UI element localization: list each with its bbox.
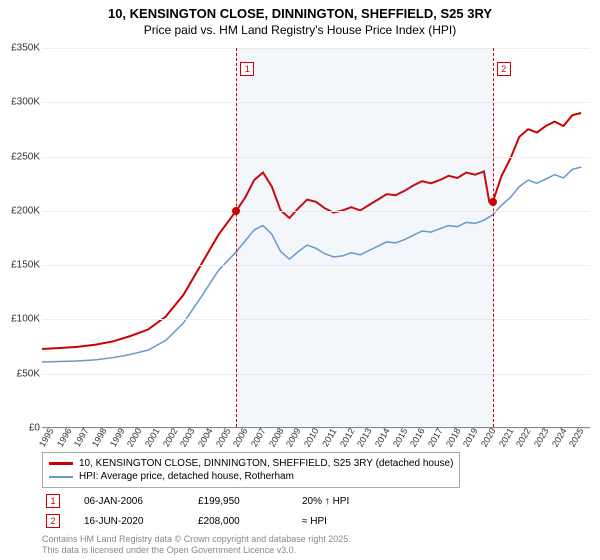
sales-list: 1 06-JAN-2006 £199,950 20% ↑ HPI 2 16-JUN-202… (42, 494, 590, 528)
x-axis-label: 2013 (355, 426, 374, 448)
legend-label-2: HPI: Average price, detached house, Roth… (79, 471, 294, 482)
x-axis-label: 2024 (550, 426, 569, 448)
x-axis-label: 2025 (567, 426, 586, 448)
y-axis-label: £250K (2, 151, 40, 162)
legend-box: 10, KENSINGTON CLOSE, DINNINGTON, SHEFFI… (42, 452, 460, 488)
x-axis-label: 2007 (249, 426, 268, 448)
sale-price: £208,000 (198, 516, 278, 527)
chart-plot-area: 1995199619971998199920002001200220032004… (42, 48, 590, 428)
sale-vertical-line (236, 48, 237, 427)
x-axis-label: 2008 (267, 426, 286, 448)
sale-number-badge: 2 (46, 514, 60, 528)
sale-dot (489, 198, 497, 206)
title-line1: 10, KENSINGTON CLOSE, DINNINGTON, SHEFFI… (0, 6, 600, 23)
chart-subtitle: Price paid vs. HM Land Registry's House … (0, 23, 600, 41)
legend-row-2: HPI: Average price, detached house, Roth… (49, 470, 453, 483)
sale-date: 06-JAN-2006 (84, 496, 174, 507)
sale-row: 2 16-JUN-2020 £208,000 ≈ HPI (42, 514, 590, 528)
legend-and-sales: 10, KENSINGTON CLOSE, DINNINGTON, SHEFFI… (42, 452, 590, 528)
x-axis-label: 2021 (497, 426, 516, 448)
x-axis-label: 2019 (461, 426, 480, 448)
x-axis-label: 2004 (196, 426, 215, 448)
x-axis-label: 1998 (90, 426, 109, 448)
sale-number-badge: 1 (46, 494, 60, 508)
sale-date: 16-JUN-2020 (84, 516, 174, 527)
x-axis-label: 2017 (426, 426, 445, 448)
sale-dot (232, 207, 240, 215)
chart-title: 10, KENSINGTON CLOSE, DINNINGTON, SHEFFI… (0, 0, 600, 23)
sale-price: £199,950 (198, 496, 278, 507)
x-axis-label: 2003 (178, 426, 197, 448)
x-axis-label: 2002 (161, 426, 180, 448)
x-axis-label: 2012 (338, 426, 357, 448)
x-axis-label: 2010 (302, 426, 321, 448)
sale-vertical-line (493, 48, 494, 427)
y-axis-label: £0 (2, 423, 40, 434)
x-axis-label: 2022 (514, 426, 533, 448)
sale-marker-number: 2 (497, 62, 511, 76)
x-axis-label: 2009 (284, 426, 303, 448)
y-axis-label: £350K (2, 43, 40, 54)
x-axis-label: 2023 (532, 426, 551, 448)
x-axis-label: 2016 (408, 426, 427, 448)
y-axis-label: £200K (2, 205, 40, 216)
sale-marker-number: 1 (240, 62, 254, 76)
x-axis-label: 2015 (391, 426, 410, 448)
x-axis-label: 2006 (231, 426, 250, 448)
legend-label-1: 10, KENSINGTON CLOSE, DINNINGTON, SHEFFI… (79, 458, 453, 469)
x-axis-label: 2014 (373, 426, 392, 448)
sale-delta: ≈ HPI (302, 516, 327, 527)
x-axis-label: 1997 (72, 426, 91, 448)
y-axis-label: £300K (2, 97, 40, 108)
x-axis-label: 2005 (214, 426, 233, 448)
footer-attribution: Contains HM Land Registry data © Crown c… (42, 534, 351, 556)
x-axis-label: 1999 (108, 426, 127, 448)
y-axis-label: £150K (2, 260, 40, 271)
x-axis-label: 2001 (143, 426, 162, 448)
x-axis-label: 2018 (444, 426, 463, 448)
y-axis-label: £100K (2, 314, 40, 325)
legend-swatch-2 (49, 476, 73, 478)
shaded-region (236, 48, 492, 427)
footer-line2: This data is licensed under the Open Gov… (42, 545, 351, 556)
x-axis-label: 2020 (479, 426, 498, 448)
sale-row: 1 06-JAN-2006 £199,950 20% ↑ HPI (42, 494, 590, 508)
x-axis-label: 2000 (125, 426, 144, 448)
x-axis-label: 1996 (55, 426, 74, 448)
footer-line1: Contains HM Land Registry data © Crown c… (42, 534, 351, 545)
legend-swatch-1 (49, 462, 73, 465)
legend-row-1: 10, KENSINGTON CLOSE, DINNINGTON, SHEFFI… (49, 457, 453, 470)
y-axis-label: £50K (2, 368, 40, 379)
sale-delta: 20% ↑ HPI (302, 496, 349, 507)
x-axis-label: 2011 (320, 427, 338, 449)
